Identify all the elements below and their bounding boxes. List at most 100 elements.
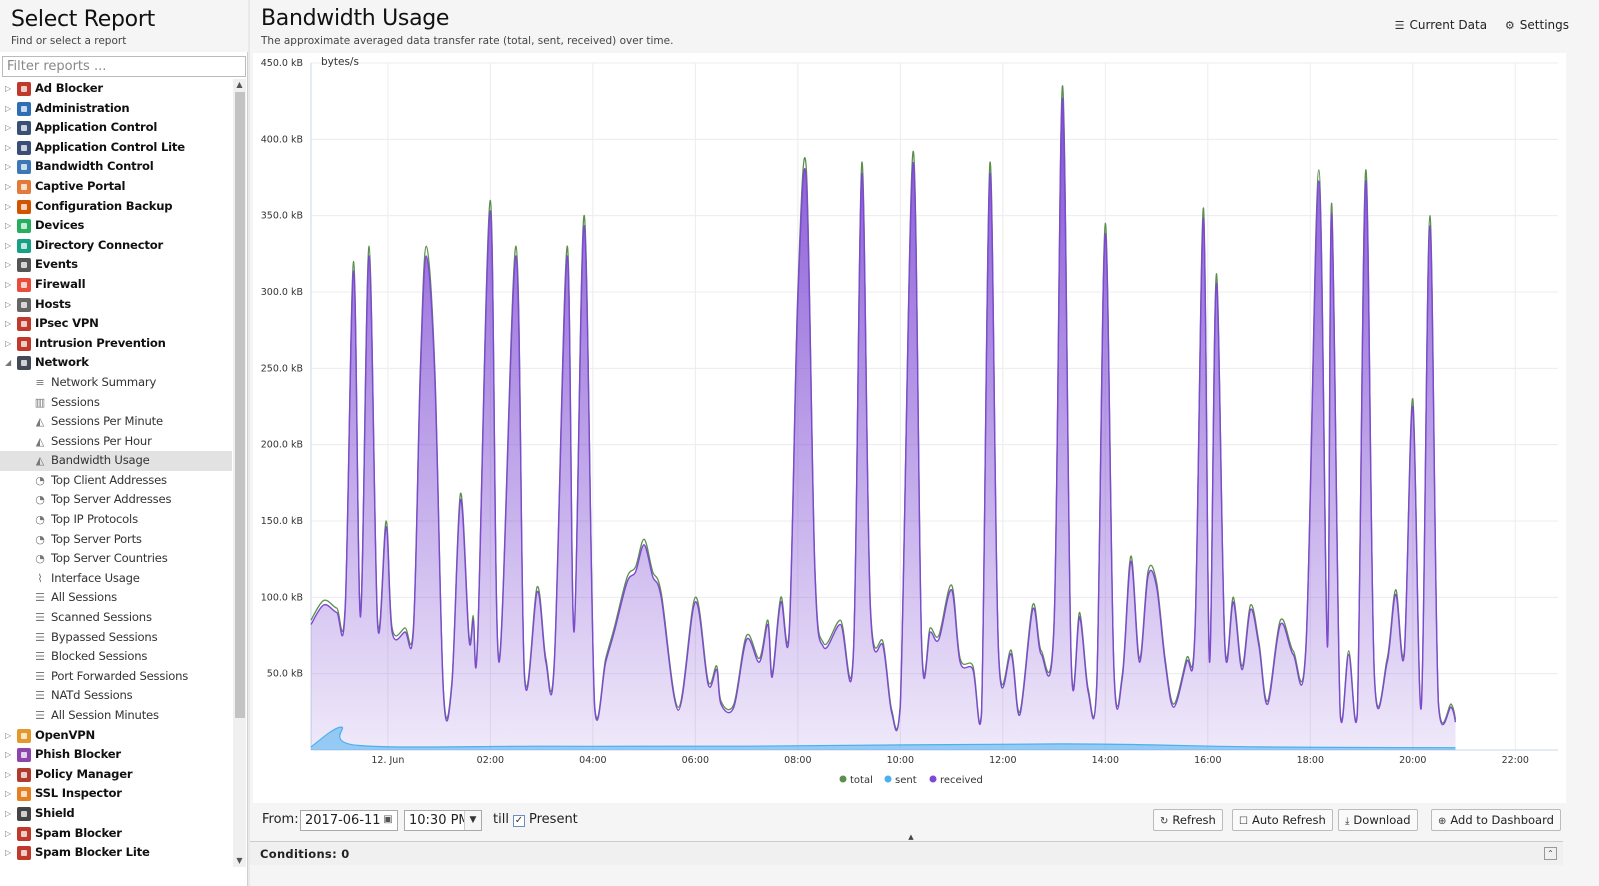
tree-category[interactable]: ▷ SSL Inspector <box>0 784 232 804</box>
tree-report-item[interactable]: ◔ Top Server Countries <box>0 549 232 569</box>
tree-report-item[interactable]: ◭ Sessions Per Hour <box>0 432 232 452</box>
tree-report-item[interactable]: ◔ Top IP Protocols <box>0 510 232 530</box>
tree-category[interactable]: ◢ Network <box>0 353 232 373</box>
tree-category[interactable]: ▷ Ad Blocker <box>0 79 232 99</box>
tree-report-item[interactable]: ◭ Bandwidth Usage <box>0 451 232 471</box>
tree-category[interactable]: ▷ Configuration Backup <box>0 197 232 217</box>
scroll-up-icon[interactable]: ▲ <box>236 80 243 89</box>
calendar-icon[interactable]: ▣ <box>383 814 393 825</box>
collapsed-arrow-icon[interactable]: ▷ <box>5 828 12 838</box>
collapsed-arrow-icon[interactable]: ▷ <box>5 730 12 740</box>
collapsed-arrow-icon[interactable]: ▷ <box>5 279 12 289</box>
tree-category-label: Configuration Backup <box>35 198 173 213</box>
tree-category[interactable]: ▷ Spam Blocker <box>0 824 232 844</box>
tree-category[interactable]: ▷ Firewall <box>0 275 232 295</box>
app-icon <box>17 121 31 136</box>
collapsed-arrow-icon[interactable]: ▷ <box>5 181 12 191</box>
tree-report-item[interactable]: ☰ Bypassed Sessions <box>0 628 232 648</box>
tree-category[interactable]: ▷ Bandwidth Control <box>0 157 232 177</box>
app-icon <box>17 826 31 841</box>
add-to-dashboard-button[interactable]: ⊕ Add to Dashboard <box>1431 809 1561 831</box>
tree-category[interactable]: ▷ Captive Portal <box>0 177 232 197</box>
conditions-bar[interactable]: Conditions: 0 ⌃ <box>250 841 1563 865</box>
tree-report-item[interactable]: ☰ NATd Sessions <box>0 686 232 706</box>
tree-category-label: Spam Blocker <box>35 825 122 840</box>
x-tick-label: 16:00 <box>1194 755 1221 766</box>
current-data-button[interactable]: ☰ Current Data <box>1395 18 1487 32</box>
received-area <box>311 98 1456 750</box>
from-date-field[interactable]: 2017-06-11 <box>300 810 398 831</box>
tree-category[interactable]: ▷ Devices <box>0 216 232 236</box>
collapsed-arrow-icon[interactable]: ▷ <box>5 769 12 779</box>
tree-category[interactable]: ▷ Application Control Lite <box>0 138 232 158</box>
tree-report-item[interactable]: ≡ Network Summary <box>0 373 232 393</box>
tree-report-item[interactable]: ☰ Blocked Sessions <box>0 647 232 667</box>
tree-report-item[interactable]: ☰ All Sessions <box>0 588 232 608</box>
collapsed-arrow-icon[interactable]: ▷ <box>5 789 12 799</box>
scrollbar-thumb[interactable] <box>235 92 245 718</box>
tree-report-item[interactable]: ◔ Top Client Addresses <box>0 471 232 491</box>
expanded-arrow-icon[interactable]: ◢ <box>5 358 12 368</box>
x-tick-label: 04:00 <box>579 755 606 766</box>
tree-report-item[interactable]: ☰ All Session Minutes <box>0 706 232 726</box>
collapsed-arrow-icon[interactable]: ▷ <box>5 338 12 348</box>
tree-category[interactable]: ▷ Intrusion Prevention <box>0 334 232 354</box>
collapsed-arrow-icon[interactable]: ▷ <box>5 103 12 113</box>
tree-category[interactable]: ▷ Hosts <box>0 295 232 315</box>
settings-button[interactable]: ⚙ Settings <box>1505 18 1569 32</box>
present-label: Present <box>529 812 578 827</box>
collapsed-arrow-icon[interactable]: ▷ <box>5 123 12 133</box>
from-time-field[interactable]: 10:30 PM <box>404 810 482 831</box>
tree-report-item[interactable]: ◭ Sessions Per Minute <box>0 412 232 432</box>
chevron-down-icon[interactable]: ▼ <box>464 811 481 830</box>
collapsed-arrow-icon[interactable]: ▷ <box>5 319 12 329</box>
refresh-button[interactable]: ↻ Refresh <box>1153 809 1223 831</box>
tree-report-label: Scanned Sessions <box>51 610 152 625</box>
collapsed-arrow-icon[interactable]: ▷ <box>5 299 12 309</box>
tree-category[interactable]: ▷ Phish Blocker <box>0 745 232 765</box>
tree-category[interactable]: ▷ Directory Connector <box>0 236 232 256</box>
app-icon <box>17 199 31 214</box>
expand-conditions-icon[interactable]: ⌃ <box>1544 847 1557 860</box>
tree-category[interactable]: ▷ Spam Blocker Lite <box>0 843 232 863</box>
tree-category[interactable]: ▷ Policy Manager <box>0 765 232 785</box>
tree-category[interactable]: ▷ Application Control <box>0 118 232 138</box>
scroll-down-icon[interactable]: ▼ <box>236 856 243 865</box>
bandwidth-chart[interactable]: 50.0 kB 100.0 kB 150.0 kB 200.0 kB 250.0 kB 3… <box>253 53 1566 803</box>
auto-refresh-button[interactable]: ☐ Auto Refresh <box>1232 809 1333 831</box>
collapsed-arrow-icon[interactable]: ▷ <box>5 260 12 270</box>
collapsed-arrow-icon[interactable]: ▷ <box>5 808 12 818</box>
report-type-icon: ☰ <box>35 709 45 722</box>
collapsed-arrow-icon[interactable]: ▷ <box>5 142 12 152</box>
tree-category[interactable]: ▷ IPsec VPN <box>0 314 232 334</box>
splitter-handle-icon[interactable]: ▲ <box>908 833 914 841</box>
filter-reports-input[interactable] <box>2 56 246 77</box>
collapsed-arrow-icon[interactable]: ▷ <box>5 201 12 211</box>
tree-category[interactable]: ▷ Administration <box>0 99 232 119</box>
collapsed-arrow-icon[interactable]: ▷ <box>5 84 12 93</box>
legend-received-marker <box>929 775 937 783</box>
collapsed-arrow-icon[interactable]: ▷ <box>5 750 12 760</box>
collapsed-arrow-icon[interactable]: ▷ <box>5 848 12 858</box>
collapsed-arrow-icon[interactable]: ▷ <box>5 162 12 172</box>
present-checkbox[interactable]: ✓ <box>513 815 525 827</box>
tree-report-item[interactable]: ◔ Top Server Addresses <box>0 490 232 510</box>
tree-report-item[interactable]: ⌇ Interface Usage <box>0 569 232 589</box>
tree-scrollbar[interactable]: ▲ ▼ <box>233 79 246 867</box>
collapsed-arrow-icon[interactable]: ▷ <box>5 240 12 250</box>
tree-category[interactable]: ▷ Events <box>0 255 232 275</box>
app-icon <box>17 219 31 234</box>
tree-report-item[interactable]: ☰ Scanned Sessions <box>0 608 232 628</box>
tree-category-label: Devices <box>35 218 85 233</box>
tree-report-item[interactable]: ☰ Port Forwarded Sessions <box>0 667 232 687</box>
tree-category[interactable]: ▷ OpenVPN <box>0 726 232 746</box>
download-button[interactable]: ⤓ Download <box>1338 809 1418 831</box>
tree-category[interactable]: ▷ Shield <box>0 804 232 824</box>
tree-report-label: Bandwidth Usage <box>51 453 150 468</box>
tree-report-item[interactable]: ◔ Top Server Ports <box>0 530 232 550</box>
tree-report-item[interactable]: ▥ Sessions <box>0 393 232 413</box>
header-toolbar: ☰ Current Data ⚙ Settings <box>1381 18 1569 32</box>
tree-category-label: Spam Blocker Lite <box>35 845 150 860</box>
collapsed-arrow-icon[interactable]: ▷ <box>5 221 12 231</box>
report-panel: Bandwidth Usage The approximate averaged… <box>250 0 1599 886</box>
